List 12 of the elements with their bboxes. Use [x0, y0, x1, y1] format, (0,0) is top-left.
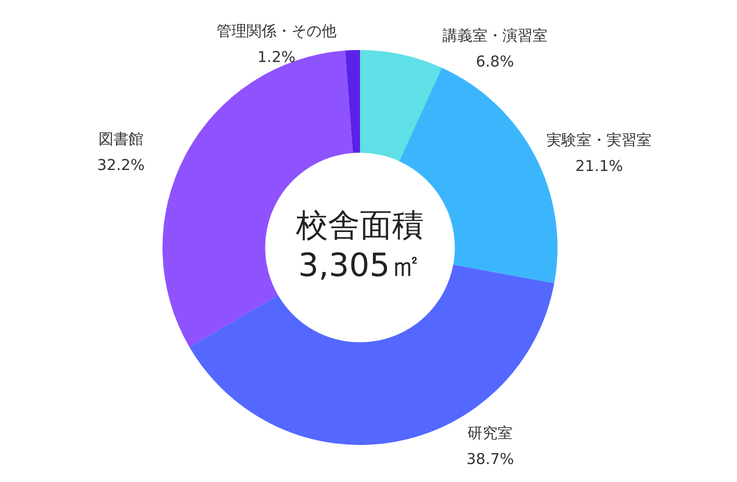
data-label: 6.8%: [476, 52, 514, 70]
data-label: 32.2%: [97, 156, 145, 174]
slice-label: 講義室・演習室: [442, 26, 548, 44]
data-label: 1.2%: [257, 48, 296, 66]
slice-label: 図書館: [98, 130, 144, 148]
slice-label: 実験室・実習室: [546, 130, 652, 149]
data-label: 21.1%: [575, 156, 624, 175]
data-label: 38.7%: [466, 450, 514, 468]
text: 3,305㎡: [298, 246, 422, 284]
text: 校舎面積: [295, 206, 424, 244]
slice-label: 研究室: [468, 424, 513, 442]
slice-label: 管理関係・その他: [216, 22, 336, 40]
